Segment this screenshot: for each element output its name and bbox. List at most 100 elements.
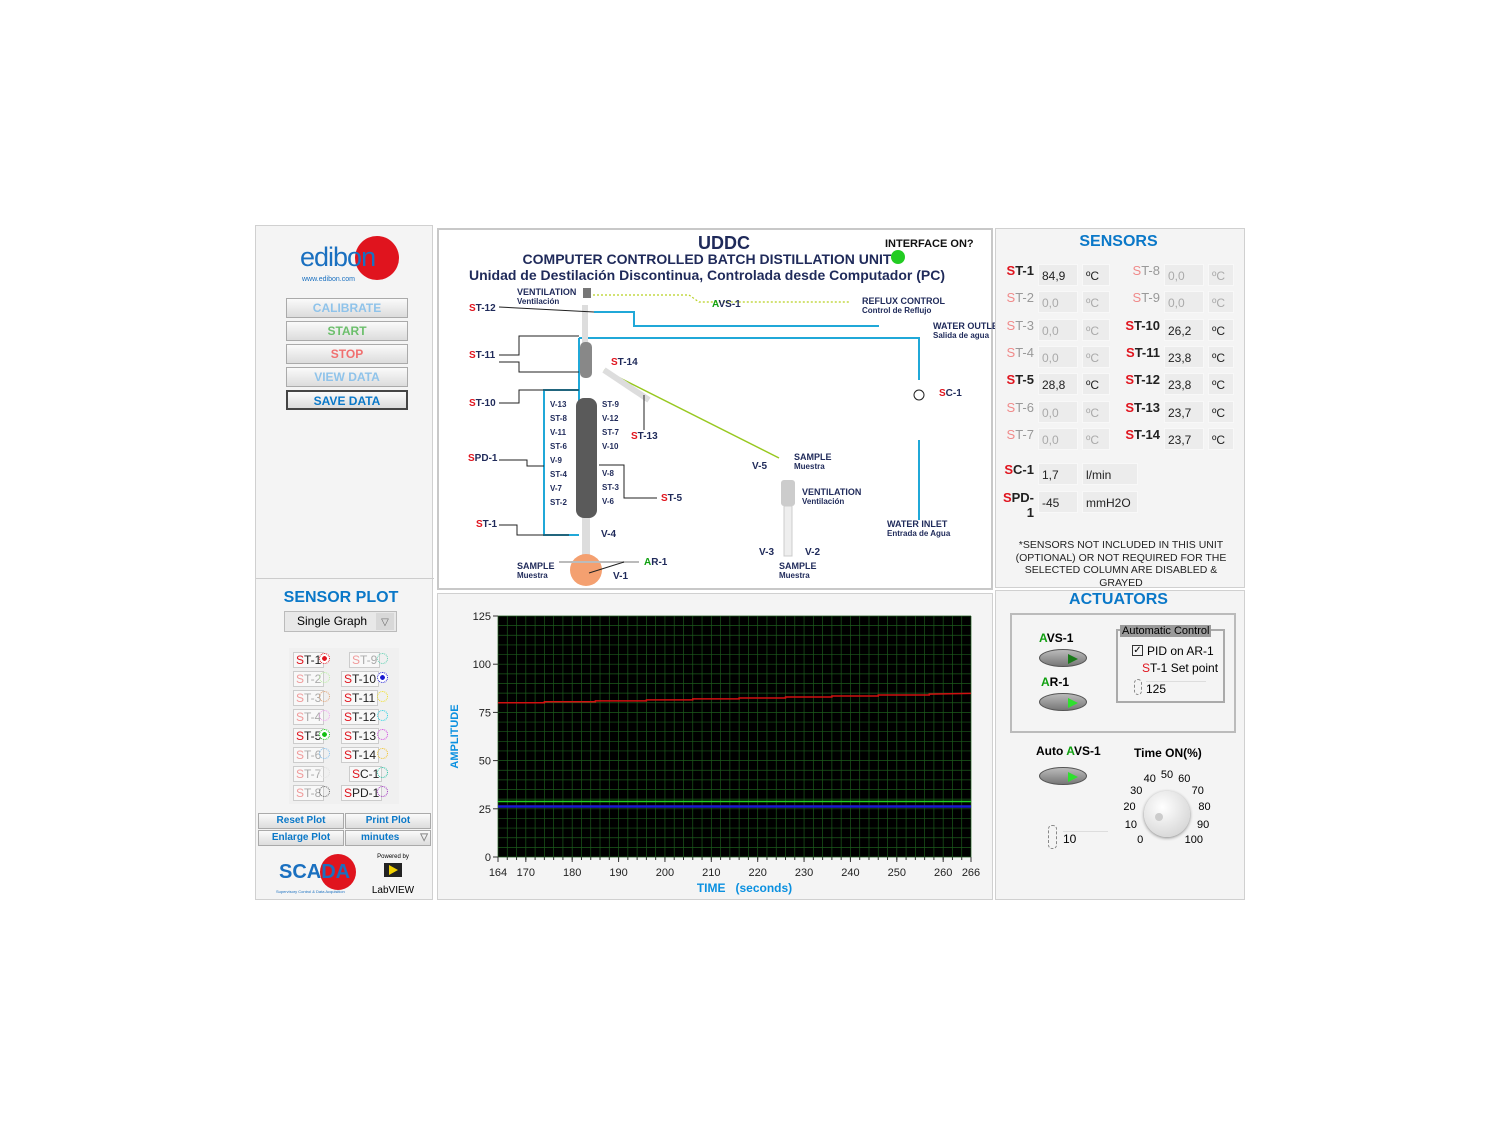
sensor-label: ST-13 — [1125, 399, 1160, 415]
column-port-label: V-11 — [550, 428, 567, 437]
sensor-unit: ºC — [1082, 291, 1110, 314]
knob-tick-label: 100 — [1184, 833, 1204, 846]
label-v2: V-2 — [805, 547, 821, 558]
plot-color-radio[interactable] — [377, 748, 388, 759]
plot-color-radio[interactable] — [319, 729, 330, 740]
plot-toggle-st-4[interactable]: ST-4 — [293, 709, 325, 725]
avs1-toggle[interactable] — [1039, 649, 1087, 667]
column-port-label: V-13 — [550, 400, 567, 409]
plot-color-radio[interactable] — [377, 786, 388, 797]
plot-color-radio[interactable] — [377, 691, 388, 702]
column-port-label: V-10 — [602, 442, 619, 451]
sensor-unit: ºC — [1208, 345, 1234, 368]
start-button[interactable]: START — [286, 321, 408, 341]
y-tick-label: 75 — [479, 707, 491, 719]
view-data-button[interactable]: VIEW DATA — [286, 367, 408, 387]
plot-color-radio[interactable] — [377, 653, 388, 664]
automatic-control-group: Automatic Control ✓ PID on AR-1 ST-1 Set… — [1116, 625, 1225, 703]
auto-value-input[interactable]: 10 — [1063, 831, 1108, 846]
plot-toggle-st-6[interactable]: ST-6 — [293, 747, 325, 763]
label-sample-bottom: SAMPLE Muestra — [779, 561, 817, 581]
sensor-unit: ºC — [1208, 373, 1234, 396]
plot-color-radio[interactable] — [319, 786, 330, 797]
plot-toggle-sc-1[interactable]: SC-1 — [349, 766, 383, 782]
graph-mode-select[interactable]: Single Graph ▽ — [284, 611, 397, 632]
label-sst1: ST-1 — [476, 519, 498, 530]
interface-indicator: INTERFACE ON? — [885, 238, 991, 264]
enlarge-plot-button[interactable]: Enlarge Plot — [258, 830, 344, 846]
sensor-value: 0,0 — [1164, 264, 1204, 286]
x-tick-label: 210 — [702, 867, 720, 879]
y-axis-label: AMPLITUDE — [449, 704, 461, 768]
calibrate-button[interactable]: CALIBRATE — [286, 298, 408, 318]
x-tick-label: 250 — [888, 867, 906, 879]
sensors-title: SENSORS — [1079, 233, 1158, 250]
knob-tick-label: 30 — [1130, 784, 1143, 797]
chevron-down-icon[interactable]: ▽ — [376, 613, 394, 630]
x-tick-label: 220 — [749, 867, 767, 879]
print-plot-button[interactable]: Print Plot — [345, 813, 431, 829]
labview-logo: Powered by LabVIEW — [371, 854, 415, 896]
plot-color-radio[interactable] — [377, 672, 388, 683]
plot-toggle-st-11[interactable]: ST-11 — [341, 690, 379, 706]
time-unit-select[interactable]: minutes ▽ — [345, 830, 431, 846]
plot-color-radio[interactable] — [319, 710, 330, 721]
left-panel: edibon www.edibon.com CALIBRATE START STOP… — [255, 225, 434, 900]
sensor-value: 0,0 — [1038, 318, 1078, 341]
time-on-knob[interactable] — [1144, 791, 1190, 837]
plot-toggle-st-13[interactable]: ST-13 — [341, 728, 380, 744]
plot-toggle-st-12[interactable]: ST-12 — [341, 709, 380, 725]
plot-color-radio[interactable] — [319, 767, 330, 778]
sensor-unit: ºC — [1082, 427, 1110, 450]
sensor-value: 23,7 — [1164, 400, 1204, 423]
ar1-toggle[interactable] — [1039, 693, 1087, 711]
save-data-button[interactable]: SAVE DATA — [286, 390, 408, 410]
plot-toggle-st-2[interactable]: ST-2 — [293, 671, 325, 687]
column-port-label: V-7 — [550, 484, 563, 493]
sensor-label: ST-6 — [1006, 399, 1034, 415]
sensor-label: ST-10 — [1125, 317, 1160, 333]
sensor-label: ST-2 — [1006, 290, 1034, 306]
pid-checkbox[interactable]: ✓ — [1132, 645, 1143, 656]
reset-plot-button[interactable]: Reset Plot — [258, 813, 344, 829]
plot-color-radio[interactable] — [377, 767, 388, 778]
plot-toggle-st-10[interactable]: ST-10 — [341, 671, 380, 687]
sensor-unit: ºC — [1082, 373, 1110, 396]
sensor-label: ST-7 — [1006, 426, 1034, 442]
plot-toggle-st-5[interactable]: ST-5 — [293, 728, 325, 744]
plot-color-radio[interactable] — [319, 691, 330, 702]
plot-toggle-st-3[interactable]: ST-3 — [293, 690, 325, 706]
plot-color-radio[interactable] — [319, 748, 330, 759]
label-sst14: ST-14 — [611, 357, 638, 368]
plot-toggle-st-9[interactable]: ST-9 — [349, 652, 381, 668]
sensor-label: ST-3 — [1006, 317, 1034, 333]
knob-tick-label: 60 — [1178, 773, 1191, 786]
plot-color-radio[interactable] — [377, 729, 388, 740]
plot-toggle-st-8[interactable]: ST-8 — [293, 785, 325, 801]
sensor-unit: ºC — [1082, 345, 1110, 368]
plot-color-radio[interactable] — [319, 653, 330, 664]
plot-toggle-spd-1[interactable]: SPD-1 — [341, 785, 383, 801]
setpoint-input[interactable]: 125 — [1146, 681, 1206, 696]
sensor-unit: ºC — [1082, 318, 1110, 341]
actuators-title: ACTUATORS — [1069, 591, 1168, 608]
stop-button[interactable]: STOP — [286, 344, 408, 364]
plot-color-radio[interactable] — [319, 672, 330, 683]
auto-value-stepper[interactable] — [1048, 825, 1057, 849]
auto-avs1-toggle[interactable] — [1039, 767, 1087, 785]
sensor-label: ST-14 — [1125, 426, 1160, 442]
sensor-value: -45 — [1038, 491, 1078, 513]
label-sst10: ST-10 — [469, 398, 496, 409]
plot-color-radio[interactable] — [377, 710, 388, 721]
column-port-label: ST-3 — [602, 483, 619, 492]
x-tick-label: 180 — [563, 867, 581, 879]
plot-toggle-st-7[interactable]: ST-7 — [293, 766, 325, 782]
sensor-plot-title: SENSOR PLOT — [283, 589, 399, 606]
scada-logo: SCADA Supervisory Control & Data Acquisi… — [276, 851, 366, 896]
sensor-value: 0,0 — [1038, 291, 1078, 314]
label-sample-top: SAMPLE Muestra — [794, 452, 832, 472]
plot-toggle-st-14[interactable]: ST-14 — [341, 747, 380, 763]
sensor-unit: ºC — [1208, 400, 1234, 423]
label-v3: V-3 — [759, 547, 775, 558]
setpoint-stepper[interactable] — [1134, 679, 1142, 695]
